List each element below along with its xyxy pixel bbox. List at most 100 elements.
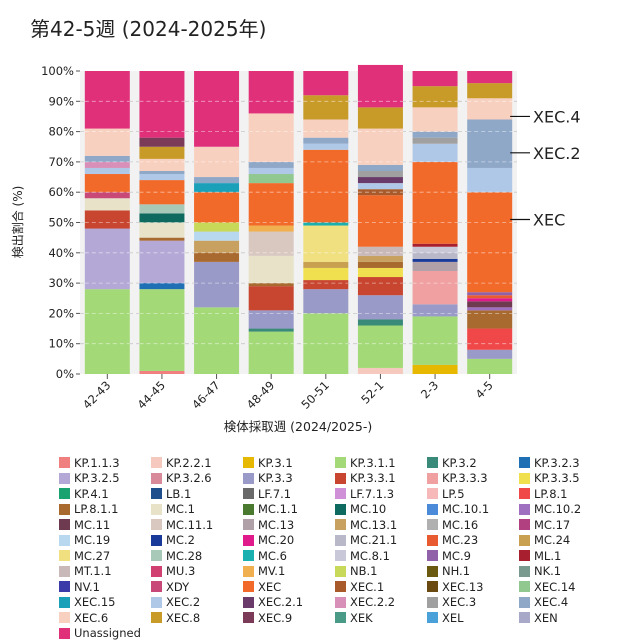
- bar-segment-KP.1.1.3: [139, 370, 185, 374]
- bar-segment-XEC.2.2: [84, 161, 130, 168]
- x-tick-label: 46-47: [189, 378, 223, 412]
- legend-swatch: [59, 472, 70, 484]
- bar-segment-MC.10: [139, 213, 185, 223]
- legend-label: LP.8.1.1: [74, 502, 119, 517]
- bar-segment-XEC.4: [467, 119, 513, 168]
- legend-item: LB.1: [151, 486, 243, 502]
- bar-segment-XEC.4: [412, 131, 458, 138]
- bar-segment-KP.3.2: [248, 328, 294, 332]
- legend-item: MC.13: [243, 517, 335, 533]
- bar-segment-MC.11: [467, 301, 513, 308]
- legend-swatch: [427, 534, 438, 546]
- bar-segment-LP.8.1.1: [194, 252, 240, 262]
- legend-item: MC.16: [427, 517, 519, 533]
- legend-item: NH.1: [427, 564, 519, 580]
- legend-label: MC.9: [442, 548, 471, 563]
- bar-segment-XEC.6: [303, 119, 349, 138]
- legend-item: NB.1: [335, 564, 427, 580]
- chart-title: 第42-5週 (2024-2025年): [30, 17, 266, 41]
- bar-segment-XEC.6: [139, 158, 185, 171]
- bar-segment-XEC.6: [248, 113, 294, 162]
- y-tick-label: 40%: [48, 246, 74, 260]
- x-axis-ticks: 42-43 44-45 46-47 48-49 50-51 52-1 2-3 4-5: [80, 374, 496, 412]
- legend-label: XDY: [166, 579, 190, 594]
- legend-swatch: [519, 457, 530, 469]
- bar-segment-ML.1: [412, 243, 458, 247]
- y-tick-label: 60%: [48, 185, 74, 199]
- legend-item: ML.1: [519, 548, 611, 564]
- bar-segment-XEC: [303, 149, 349, 223]
- legend-item: NV.1: [59, 579, 151, 595]
- bar-50-51: [303, 71, 349, 374]
- legend-label: KP.3.2.6: [166, 471, 212, 486]
- legend-label: XEC.8: [166, 610, 201, 625]
- bar-4-5: [467, 71, 513, 374]
- legend-label: MC.20: [258, 533, 295, 548]
- bar-segment-MC.20: [467, 298, 513, 302]
- bar-segment-NB.1: [194, 222, 240, 232]
- legend-item: XEK: [335, 610, 427, 626]
- legend-swatch: [243, 457, 254, 469]
- bar-segment-XEC.8: [303, 95, 349, 120]
- bar-segment-XEC.2: [412, 143, 458, 162]
- bar-segment-XEC.14: [248, 174, 294, 184]
- legend-swatch: [59, 519, 70, 531]
- legend-item: NK.1: [519, 564, 611, 580]
- legend-label: XEC.15: [74, 595, 116, 610]
- y-tick-label: 80%: [48, 125, 74, 139]
- legend-label: Unassigned: [74, 626, 141, 641]
- bar-segment-KP.3.1.1: [357, 325, 403, 368]
- legend-swatch: [427, 581, 438, 593]
- legend-label: NV.1: [74, 579, 100, 594]
- bar-segment-Unassigned: [248, 71, 294, 114]
- legend-label: MC.10.1: [442, 502, 490, 517]
- bar-segment-XDY: [84, 192, 130, 199]
- bar-segment-XEC.15: [194, 183, 240, 193]
- legend-item: MT.1.1: [59, 564, 151, 580]
- bar-segment-XEC.2: [357, 183, 403, 190]
- callout-label: XEC: [533, 210, 565, 229]
- legend-label: XEK: [350, 610, 373, 625]
- bar-segment-XEC.6: [357, 128, 403, 165]
- legend-swatch: [519, 612, 530, 624]
- legend-item: MC.24: [519, 533, 611, 549]
- legend-label: KP.3.3.1: [350, 471, 396, 486]
- legend-swatch: [519, 581, 530, 593]
- bar-segment-KP.3.3.5: [357, 267, 403, 278]
- bar-segment-Unassigned: [139, 71, 185, 138]
- legend-item: KP.4.1: [59, 486, 151, 502]
- legend-label: XEC.2.1: [258, 595, 304, 610]
- bar-46-47: [194, 71, 240, 374]
- bar-segment-MC.23: [467, 295, 513, 299]
- legend-label: MC.11.1: [166, 517, 214, 532]
- legend-swatch: [151, 519, 162, 531]
- legend-label: MC.21.1: [350, 533, 398, 548]
- legend-label: LF.7.1: [258, 486, 292, 501]
- legend-label: MC.10: [350, 502, 387, 517]
- legend-label: MC.17: [534, 517, 571, 532]
- bar-segment-MC.1: [84, 198, 130, 211]
- bar-42-43: [84, 71, 130, 374]
- legend-swatch: [335, 472, 346, 484]
- legend-item: KP.3.3.1: [335, 471, 427, 487]
- bar-segment-XEC.4: [84, 155, 130, 162]
- legend-item: MC.20: [243, 533, 335, 549]
- legend-swatch: [519, 596, 530, 608]
- legend-label: MT.1.1: [74, 564, 112, 579]
- bar-segment-XEC.8: [467, 83, 513, 99]
- legend-item: MC.6: [243, 548, 335, 564]
- legend-swatch: [59, 534, 70, 546]
- bar-segment-XEC.2: [248, 167, 294, 175]
- legend-label: KP.3.2.3: [534, 455, 580, 470]
- legend-swatch: [335, 503, 346, 515]
- legend-label: XEC: [258, 579, 282, 594]
- x-tick-label: 50-51: [298, 378, 332, 412]
- bar-segment-XEC: [194, 192, 240, 223]
- legend-swatch: [335, 457, 346, 469]
- y-tick-label: 20%: [48, 306, 74, 320]
- callouts: XEC.4 XEC.2 XEC: [510, 107, 581, 229]
- bar-segment-MC.13.1: [194, 240, 240, 253]
- y-tick-label: 30%: [48, 276, 74, 290]
- legend-swatch: [243, 534, 254, 546]
